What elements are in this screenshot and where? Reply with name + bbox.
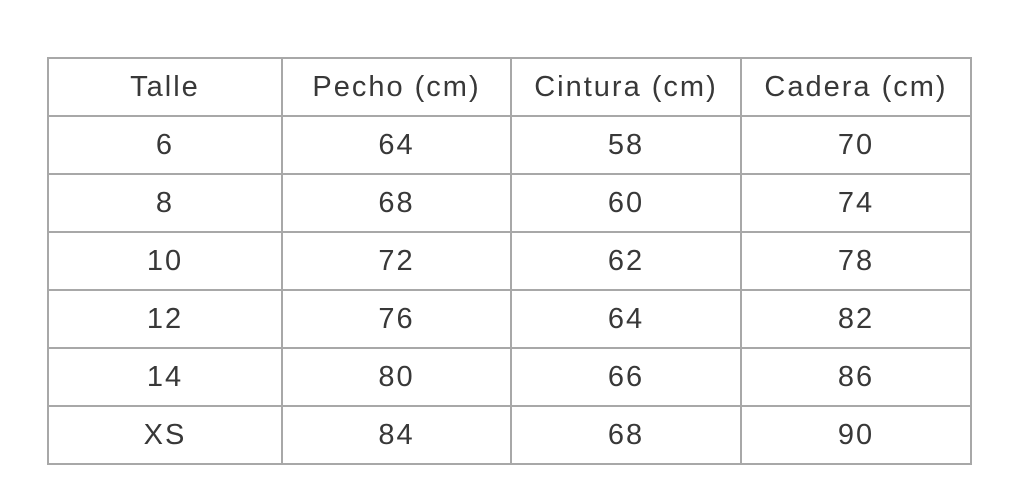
table-row: 12 76 64 82 xyxy=(47,289,972,349)
table-cell-pecho: 72 xyxy=(281,231,512,291)
table-cell-pecho: 84 xyxy=(281,405,512,465)
table-row: 14 80 66 86 xyxy=(47,347,972,407)
column-header-cadera: Cadera (cm) xyxy=(740,57,972,117)
table-cell-talle: 12 xyxy=(47,289,283,349)
column-header-cintura: Cintura (cm) xyxy=(510,57,742,117)
table-cell-cintura: 62 xyxy=(510,231,742,291)
table-cell-cintura: 60 xyxy=(510,173,742,233)
table-header-row: Talle Pecho (cm) Cintura (cm) Cadera (cm… xyxy=(47,57,972,117)
table-row: 8 68 60 74 xyxy=(47,173,972,233)
table-cell-cadera: 70 xyxy=(740,115,972,175)
table-cell-talle: 6 xyxy=(47,115,283,175)
table-cell-pecho: 76 xyxy=(281,289,512,349)
table-row: 6 64 58 70 xyxy=(47,115,972,175)
table-cell-cintura: 66 xyxy=(510,347,742,407)
column-header-pecho: Pecho (cm) xyxy=(281,57,512,117)
table-cell-cintura: 64 xyxy=(510,289,742,349)
table-cell-talle: XS xyxy=(47,405,283,465)
table-cell-pecho: 64 xyxy=(281,115,512,175)
table-cell-cadera: 90 xyxy=(740,405,972,465)
table-cell-cintura: 58 xyxy=(510,115,742,175)
table-cell-cintura: 68 xyxy=(510,405,742,465)
table-cell-cadera: 78 xyxy=(740,231,972,291)
table-cell-talle: 8 xyxy=(47,173,283,233)
table-row: XS 84 68 90 xyxy=(47,405,972,465)
table-cell-cadera: 74 xyxy=(740,173,972,233)
table-cell-pecho: 68 xyxy=(281,173,512,233)
table-cell-pecho: 80 xyxy=(281,347,512,407)
table-cell-cadera: 86 xyxy=(740,347,972,407)
table-cell-talle: 10 xyxy=(47,231,283,291)
table-row: 10 72 62 78 xyxy=(47,231,972,291)
table-cell-talle: 14 xyxy=(47,347,283,407)
table-cell-cadera: 82 xyxy=(740,289,972,349)
size-chart-table: Talle Pecho (cm) Cintura (cm) Cadera (cm… xyxy=(47,57,972,465)
column-header-talle: Talle xyxy=(47,57,283,117)
